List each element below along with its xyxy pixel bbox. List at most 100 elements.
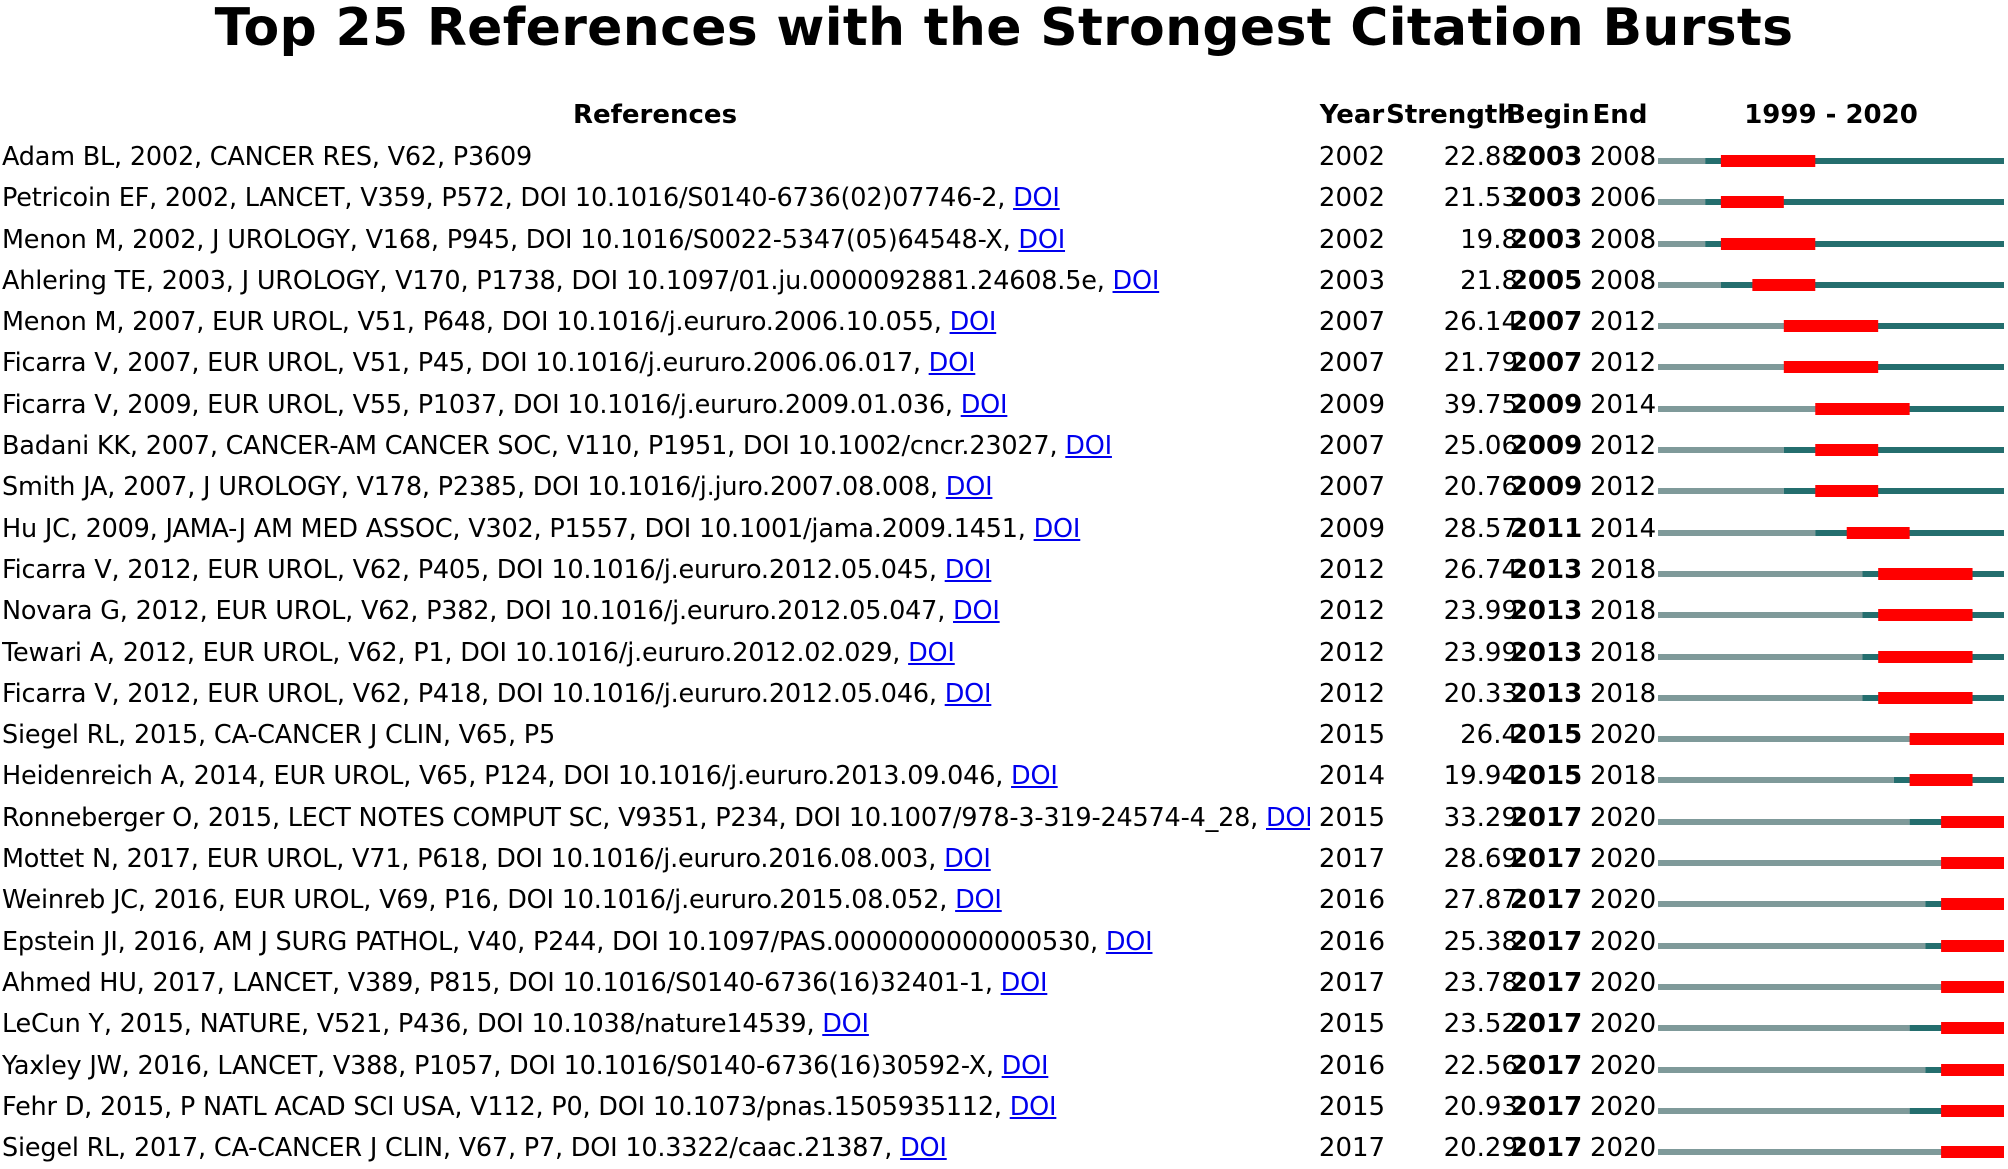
year-cell: 2017 xyxy=(1318,1133,1386,1164)
doi-link[interactable]: DOI xyxy=(953,596,1000,627)
end-cell: 2020 xyxy=(1590,1050,1657,1081)
doi-link[interactable]: DOI xyxy=(1000,967,1048,998)
end-cell: 2018 xyxy=(1590,761,1657,792)
year-cell: 2007 xyxy=(1318,307,1386,338)
year-cell: 2015 xyxy=(1318,1009,1386,1040)
reference-cell: Epstein JI, 2016, AM J SURG PATHOL, V40,… xyxy=(2,922,1310,963)
reference-cell: Ficarra V, 2012, EUR UROL, V62, P405, DO… xyxy=(2,550,1310,591)
table-row: Badani KK, 2007, CANCER-AM CANCER SOC, V… xyxy=(0,426,2008,467)
year-cell: 2016 xyxy=(1318,1050,1386,1081)
doi-link[interactable]: DOI xyxy=(1001,1050,1049,1081)
reference-cell: Ronneberger O, 2015, LECT NOTES COMPUT S… xyxy=(2,798,1310,839)
references-table: Adam BL, 2002, CANCER RES, V62, P3609 200… xyxy=(0,137,2008,1169)
year-cell: 2012 xyxy=(1318,596,1386,627)
doi-link[interactable]: DOI xyxy=(944,844,991,875)
burst-timeline xyxy=(1658,444,2004,457)
pre-publication-segment xyxy=(1658,777,1894,784)
burst-segment xyxy=(1941,1146,2004,1159)
strength-cell: 23.99 xyxy=(1443,637,1518,668)
reference-cell: Ficarra V, 2012, EUR UROL, V62, P418, DO… xyxy=(2,674,1310,715)
doi-link[interactable]: DOI xyxy=(1009,1091,1057,1122)
year-cell: 2015 xyxy=(1318,720,1386,751)
doi-link[interactable]: DOI xyxy=(908,637,955,668)
year-cell: 2009 xyxy=(1318,513,1386,544)
citation-period-segment xyxy=(1783,447,2004,454)
doi-link[interactable]: DOI xyxy=(960,389,1008,420)
doi-link[interactable]: DOI xyxy=(949,307,997,338)
year-cell: 2003 xyxy=(1318,265,1386,296)
burst-segment xyxy=(1941,939,2004,952)
reference-cell: Mottet N, 2017, EUR UROL, V71, P618, DOI… xyxy=(2,839,1310,880)
reference-cell: Smith JA, 2007, J UROLOGY, V178, P2385, … xyxy=(2,467,1310,508)
year-cell: 2002 xyxy=(1318,224,1386,255)
begin-cell: 2017 xyxy=(1509,1050,1583,1081)
citation-period-segment xyxy=(1783,323,2004,330)
reference-text: Petricoin EF, 2002, LANCET, V359, P572, … xyxy=(2,183,1006,214)
burst-segment xyxy=(1783,320,1879,333)
strength-cell: 23.78 xyxy=(1443,967,1518,998)
begin-cell: 2017 xyxy=(1509,967,1583,998)
end-cell: 2014 xyxy=(1590,513,1657,544)
pre-publication-segment xyxy=(1658,405,1816,412)
begin-cell: 2007 xyxy=(1509,348,1583,379)
end-cell: 2008 xyxy=(1590,265,1657,296)
burst-timeline xyxy=(1658,361,2004,374)
burst-timeline xyxy=(1658,691,2004,704)
end-cell: 2018 xyxy=(1590,637,1657,668)
reference-cell: LeCun Y, 2015, NATURE, V521, P436, DOI 1… xyxy=(2,1004,1310,1045)
reference-text: Adam BL, 2002, CANCER RES, V62, P3609 xyxy=(2,142,533,172)
burst-timeline xyxy=(1658,278,2004,291)
burst-segment xyxy=(1720,237,1816,250)
strength-cell: 22.88 xyxy=(1443,142,1518,172)
doi-link[interactable]: DOI xyxy=(1105,926,1153,957)
strength-cell: 28.57 xyxy=(1443,513,1518,544)
reference-text: Siegel RL, 2017, CA-CANCER J CLIN, V67, … xyxy=(2,1133,893,1164)
end-cell: 2012 xyxy=(1590,307,1657,338)
strength-cell: 33.29 xyxy=(1443,802,1518,833)
begin-cell: 2013 xyxy=(1509,637,1583,668)
burst-segment xyxy=(1878,650,1973,663)
doi-link[interactable]: DOI xyxy=(1112,265,1160,296)
reference-cell: Ahlering TE, 2003, J UROLOGY, V170, P173… xyxy=(2,261,1310,302)
end-cell: 2014 xyxy=(1590,389,1657,420)
doi-link[interactable]: DOI xyxy=(1018,224,1066,255)
doi-link[interactable]: DOI xyxy=(1011,761,1058,792)
burst-segment xyxy=(1878,567,1973,580)
reference-cell: Badani KK, 2007, CANCER-AM CANCER SOC, V… xyxy=(2,426,1310,467)
burst-timeline xyxy=(1658,774,2004,787)
table-row: Ahmed HU, 2017, LANCET, V389, P815, DOI … xyxy=(0,963,2008,1004)
pre-publication-segment xyxy=(1658,694,1863,701)
doi-link[interactable]: DOI xyxy=(928,348,976,379)
pre-publication-segment xyxy=(1658,860,1942,867)
burst-segment xyxy=(1720,196,1784,209)
doi-link[interactable]: DOI xyxy=(955,885,1002,916)
pre-publication-segment xyxy=(1658,1107,1910,1114)
reference-cell: Siegel RL, 2017, CA-CANCER J CLIN, V67, … xyxy=(2,1128,1310,1169)
doi-link[interactable]: DOI xyxy=(822,1009,869,1040)
reference-cell: Menon M, 2002, J UROLOGY, V168, P945, DO… xyxy=(2,220,1310,261)
begin-cell: 2017 xyxy=(1509,1009,1583,1040)
doi-link[interactable]: DOI xyxy=(1266,802,1310,833)
table-row: Yaxley JW, 2016, LANCET, V388, P1057, DO… xyxy=(0,1046,2008,1087)
doi-link[interactable]: DOI xyxy=(945,472,993,503)
reference-cell: Novara G, 2012, EUR UROL, V62, P382, DOI… xyxy=(2,591,1310,632)
doi-link[interactable]: DOI xyxy=(944,554,992,585)
reference-text: LeCun Y, 2015, NATURE, V521, P436, DOI 1… xyxy=(2,1009,815,1040)
reference-text: Tewari A, 2012, EUR UROL, V62, P1, DOI 1… xyxy=(2,637,901,668)
reference-cell: Menon M, 2007, EUR UROL, V51, P648, DOI … xyxy=(2,302,1310,343)
burst-timeline xyxy=(1658,980,2004,993)
end-cell: 2018 xyxy=(1590,678,1657,709)
pre-publication-segment xyxy=(1658,240,1706,247)
strength-cell: 19.8 xyxy=(1460,224,1518,255)
year-cell: 2017 xyxy=(1318,844,1386,875)
burst-segment xyxy=(1941,1063,2004,1076)
doi-link[interactable]: DOI xyxy=(1033,513,1081,544)
begin-cell: 2017 xyxy=(1509,1133,1583,1164)
begin-cell: 2005 xyxy=(1509,265,1583,296)
burst-timeline xyxy=(1658,485,2004,498)
doi-link[interactable]: DOI xyxy=(944,678,992,709)
doi-link[interactable]: DOI xyxy=(1065,431,1112,462)
doi-link[interactable]: DOI xyxy=(1013,183,1060,214)
doi-link[interactable]: DOI xyxy=(900,1133,947,1164)
burst-segment xyxy=(1941,1104,2004,1117)
